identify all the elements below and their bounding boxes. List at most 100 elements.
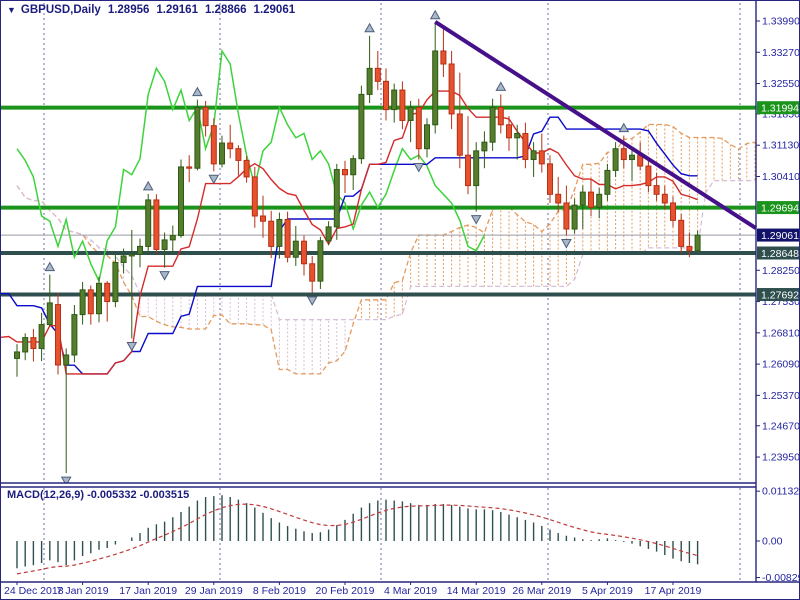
fractal-down-arrow-icon	[126, 341, 138, 352]
descending-trendline[interactable]	[434, 20, 758, 230]
candle-body	[178, 166, 184, 237]
candle-body	[374, 67, 381, 82]
candle-body	[612, 148, 619, 171]
price-tick-label: 1.26090	[762, 359, 800, 371]
level-badge-label: 1.28648	[761, 248, 799, 260]
candle-body	[506, 124, 512, 139]
price-tick-label: 1.23950	[762, 452, 800, 464]
candle-body	[678, 219, 685, 247]
level-badge	[757, 101, 799, 115]
candle-body	[653, 185, 660, 195]
fractal-down-arrow-icon	[413, 163, 425, 173]
candle-body	[268, 220, 275, 247]
candle-body	[194, 106, 201, 169]
candle-body	[22, 337, 29, 353]
candle-body	[128, 253, 135, 257]
candle-body	[571, 204, 578, 230]
candle-body	[555, 193, 562, 204]
macd-signal-line	[16, 503, 698, 575]
price-tick-label: 1.31130	[762, 140, 799, 152]
date-label: 24 Dec 2018	[4, 585, 64, 597]
level-badge-label: 1.31994	[761, 102, 799, 114]
candle-body	[112, 261, 119, 303]
price-tick-label: 1.32550	[762, 78, 800, 90]
candle-body	[604, 169, 611, 195]
candle-body	[284, 218, 291, 258]
date-label: 5 Apr 2019	[582, 585, 633, 597]
fractal-up-arrow-icon	[495, 81, 507, 91]
fractal-up-arrow-icon	[142, 180, 154, 191]
fractal-up-arrow-icon	[192, 86, 203, 97]
macd-pane[interactable]	[16, 495, 699, 575]
fractal-down-arrow-icon	[561, 239, 572, 249]
candle-body	[14, 351, 20, 359]
date-label: 7 Jan 2019	[57, 585, 109, 597]
ichimoku-lines	[1, 48, 698, 375]
date-label: 29 Jan 2019	[185, 585, 243, 597]
date-label: 26 Mar 2019	[512, 585, 571, 597]
candle-body	[137, 245, 143, 255]
candle-body	[227, 142, 234, 150]
candle-body	[645, 165, 652, 187]
price-tick-label: 1.28250	[762, 265, 800, 277]
candle-body	[661, 193, 668, 204]
price-tick-label: 1.33270	[762, 47, 800, 59]
fractal-down-arrow-icon	[208, 174, 220, 185]
price-axis[interactable]: 1.339901.332701.325501.318501.311301.304…	[756, 16, 800, 585]
candle-body	[432, 50, 439, 126]
level-badge	[757, 246, 799, 260]
candle-body	[579, 191, 586, 206]
price-tick-label: 1.26810	[762, 327, 800, 339]
price-tick-label: 1.24670	[762, 420, 800, 432]
candle-body	[415, 106, 422, 150]
candle-body	[620, 148, 627, 161]
candle-body	[629, 154, 635, 161]
candle-body	[522, 132, 529, 161]
candle-body	[276, 218, 283, 247]
candle-body	[465, 154, 471, 187]
price-tick-label: 1.25370	[762, 390, 800, 402]
candle-body	[514, 132, 521, 139]
candle-body	[169, 235, 176, 241]
fractal-down-arrow-icon	[470, 215, 482, 225]
fractal-up-arrow-icon	[364, 22, 375, 33]
candle-body	[350, 158, 357, 176]
fractal-up-arrow-icon	[44, 261, 56, 272]
candle-body	[596, 193, 603, 208]
date-label: 14 Mar 2019	[447, 585, 506, 597]
price-tick-label: 1.33990	[762, 16, 800, 28]
candle-body	[153, 199, 160, 250]
level-badge-label: 1.29694	[761, 202, 799, 214]
candle-body	[292, 240, 299, 258]
candle-body	[547, 163, 553, 195]
candle-body	[219, 142, 225, 165]
candle-body	[481, 141, 488, 152]
tenkan-sen-line	[1, 90, 698, 375]
candle-body	[317, 240, 324, 282]
candle-body	[145, 199, 152, 247]
candle-body	[161, 239, 168, 250]
candle-body	[424, 124, 430, 150]
fractal-down-arrow-icon	[60, 476, 72, 487]
level-badge	[757, 201, 799, 215]
date-label: 20 Feb 2019	[316, 585, 375, 597]
pane-separator[interactable]	[1, 483, 756, 487]
candle-body	[670, 202, 676, 221]
date-label: 17 Apr 2019	[645, 585, 702, 597]
candle-body	[235, 148, 242, 161]
candle-body	[497, 106, 504, 126]
candle-body	[104, 282, 111, 303]
candle-body	[251, 176, 258, 217]
candle-body	[588, 191, 594, 208]
candle-body	[79, 289, 86, 316]
date-label: 8 Feb 2019	[253, 585, 306, 597]
candle-body	[448, 63, 455, 115]
date-label: 17 Jan 2019	[119, 585, 177, 597]
senkou-span-a-line	[16, 123, 756, 375]
senkou-span-b-line	[16, 179, 755, 321]
fractal-arrows	[44, 9, 630, 487]
candle-body	[210, 125, 217, 165]
